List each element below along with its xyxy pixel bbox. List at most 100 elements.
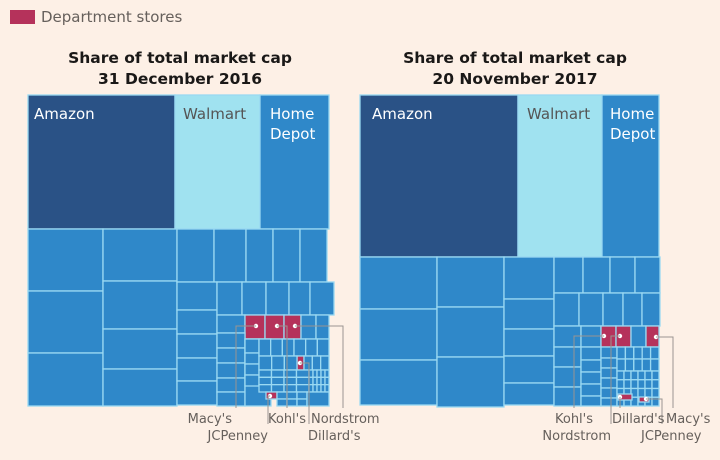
left-title-line2: 31 December 2016 — [98, 70, 262, 88]
tile-other — [288, 281, 311, 316]
tile-other — [644, 387, 653, 398]
tile-other — [283, 384, 298, 393]
tile-other — [602, 292, 624, 327]
tile-other — [503, 328, 555, 357]
tile-other — [359, 308, 438, 361]
tile-other — [272, 228, 301, 283]
tile-other — [270, 369, 285, 378]
tile-other — [359, 359, 438, 406]
tile-other — [283, 355, 298, 371]
leader-kohls — [573, 335, 604, 408]
tile-other — [176, 357, 218, 382]
leader-macys — [656, 336, 674, 408]
tile-other — [616, 346, 627, 360]
tile-other — [271, 355, 285, 371]
left-chart-title: Share of total market cap 31 December 20… — [10, 48, 350, 90]
tile-other — [258, 376, 273, 386]
tile-other — [293, 338, 307, 357]
tile-other — [580, 383, 602, 397]
tile-other — [580, 359, 602, 373]
tile-other — [244, 338, 260, 354]
label-walmart: Walmart — [527, 105, 590, 123]
label-amazon: Amazon — [372, 105, 433, 123]
tile-other — [176, 281, 218, 311]
tile-walmart — [174, 94, 261, 230]
tile-other — [553, 366, 582, 388]
tile-other — [102, 280, 178, 330]
tile-other — [296, 391, 308, 400]
tile-other — [503, 355, 555, 384]
tile-other — [651, 379, 660, 390]
tile-other — [258, 384, 273, 393]
callout-dillards: Dillard's — [308, 429, 361, 444]
label-home-depot: Home — [610, 105, 654, 123]
label-home-depot: Home — [270, 105, 314, 123]
tile-other — [27, 352, 104, 407]
tile-other — [436, 256, 505, 308]
legend: Department stores — [10, 8, 182, 26]
tile-other — [634, 256, 661, 294]
tile-other — [216, 281, 243, 316]
tile-other — [616, 358, 627, 372]
tile-other — [644, 370, 653, 381]
tile-other — [286, 398, 298, 407]
tile-other — [276, 398, 288, 407]
leader-dillards — [300, 362, 310, 424]
tile-other — [578, 292, 604, 327]
tile-other — [600, 377, 618, 389]
callout-kohls: Kohl's — [555, 412, 593, 427]
tile-other — [316, 338, 330, 357]
tile-other — [600, 397, 618, 407]
tile-other — [216, 362, 246, 379]
tile-other — [176, 380, 218, 406]
tile-other — [637, 379, 646, 390]
tile-other — [616, 370, 625, 381]
leader-jcpenney — [646, 398, 663, 424]
label-amazon: Amazon — [34, 105, 95, 123]
tile-other — [258, 355, 273, 371]
tile-other — [600, 346, 618, 359]
tile-other — [311, 355, 322, 371]
tile-other — [637, 387, 646, 398]
callout-jcpenney: JCPenney — [207, 429, 269, 444]
tile-other — [244, 374, 260, 387]
tile-other — [324, 369, 330, 378]
tile-amazon — [359, 94, 519, 258]
tile-other — [503, 298, 555, 330]
tile-other — [176, 309, 218, 335]
tile-other — [503, 256, 555, 300]
tile-other — [306, 391, 330, 407]
tile-other — [553, 256, 584, 294]
tile-other — [641, 292, 661, 327]
right-title-line2: 20 November 2017 — [432, 70, 598, 88]
tile-other — [644, 379, 653, 390]
tile-other — [633, 358, 643, 372]
tile-other — [265, 281, 290, 316]
tile-other — [281, 338, 295, 357]
tile-other — [641, 358, 652, 372]
tile-other — [649, 346, 660, 360]
tile-other — [102, 328, 178, 370]
tile-other — [553, 346, 582, 368]
tile-other — [630, 370, 639, 381]
tile-other — [649, 358, 660, 372]
callout-jcpenney: JCPenney — [640, 429, 702, 444]
tile-other — [553, 292, 580, 327]
tile-other — [624, 358, 635, 372]
tile-other — [580, 346, 602, 361]
tile-other — [295, 369, 310, 378]
tile-home-depot — [601, 94, 660, 258]
tile-other — [582, 256, 611, 294]
tile-other — [359, 256, 438, 310]
tile-other — [609, 256, 636, 294]
tile-other — [295, 376, 310, 386]
tile-other — [623, 370, 632, 381]
tile-other — [241, 281, 267, 316]
leader-kohls — [277, 325, 288, 408]
leader-nordstrom — [295, 325, 344, 408]
tile-other — [176, 228, 215, 283]
tile-other — [580, 371, 602, 385]
tile-other — [216, 332, 246, 349]
tile-other — [616, 379, 625, 390]
tile-other — [216, 347, 246, 364]
